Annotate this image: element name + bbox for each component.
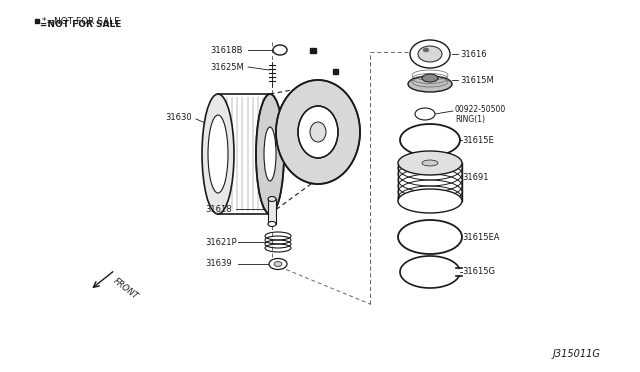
Text: RING(1): RING(1) <box>455 115 485 124</box>
Text: FRONT: FRONT <box>112 276 140 301</box>
Ellipse shape <box>415 108 435 120</box>
Bar <box>35 19 39 23</box>
Text: 31625M: 31625M <box>210 62 244 71</box>
Ellipse shape <box>268 221 276 227</box>
Text: 31618B: 31618B <box>210 45 243 55</box>
Bar <box>310 48 316 53</box>
Ellipse shape <box>422 160 438 166</box>
Ellipse shape <box>398 220 462 254</box>
Ellipse shape <box>274 262 282 266</box>
Ellipse shape <box>398 151 462 175</box>
Text: 31616: 31616 <box>460 49 486 58</box>
Ellipse shape <box>264 127 276 181</box>
Bar <box>333 69 338 74</box>
Text: 31615E: 31615E <box>462 135 493 144</box>
Ellipse shape <box>273 45 287 55</box>
Ellipse shape <box>400 124 460 156</box>
Ellipse shape <box>408 76 452 92</box>
Bar <box>398 163 462 201</box>
Text: 31621P: 31621P <box>205 237 237 247</box>
Bar <box>268 199 276 224</box>
Text: J315011G: J315011G <box>552 349 600 359</box>
Text: 00922-50500: 00922-50500 <box>455 105 506 113</box>
Text: 31691: 31691 <box>462 173 488 182</box>
Ellipse shape <box>398 189 462 213</box>
Ellipse shape <box>269 259 287 269</box>
Text: *=NOT FOR SALE: *=NOT FOR SALE <box>42 16 120 26</box>
Text: *=NOT FOR SALE: *=NOT FOR SALE <box>35 19 122 29</box>
Ellipse shape <box>418 46 442 62</box>
Text: 31615M: 31615M <box>460 76 493 84</box>
Text: 31615G: 31615G <box>462 267 495 276</box>
Ellipse shape <box>202 94 234 214</box>
Text: 31615EA: 31615EA <box>462 232 499 241</box>
Ellipse shape <box>298 106 338 158</box>
Ellipse shape <box>256 94 284 214</box>
Ellipse shape <box>268 196 276 202</box>
Text: 31639: 31639 <box>205 260 232 269</box>
Ellipse shape <box>276 80 360 184</box>
Ellipse shape <box>422 74 438 82</box>
Ellipse shape <box>310 122 326 142</box>
Text: 31618: 31618 <box>205 205 232 214</box>
Ellipse shape <box>208 115 228 193</box>
Text: 31630: 31630 <box>165 112 191 122</box>
Ellipse shape <box>410 40 450 68</box>
Ellipse shape <box>423 48 429 52</box>
